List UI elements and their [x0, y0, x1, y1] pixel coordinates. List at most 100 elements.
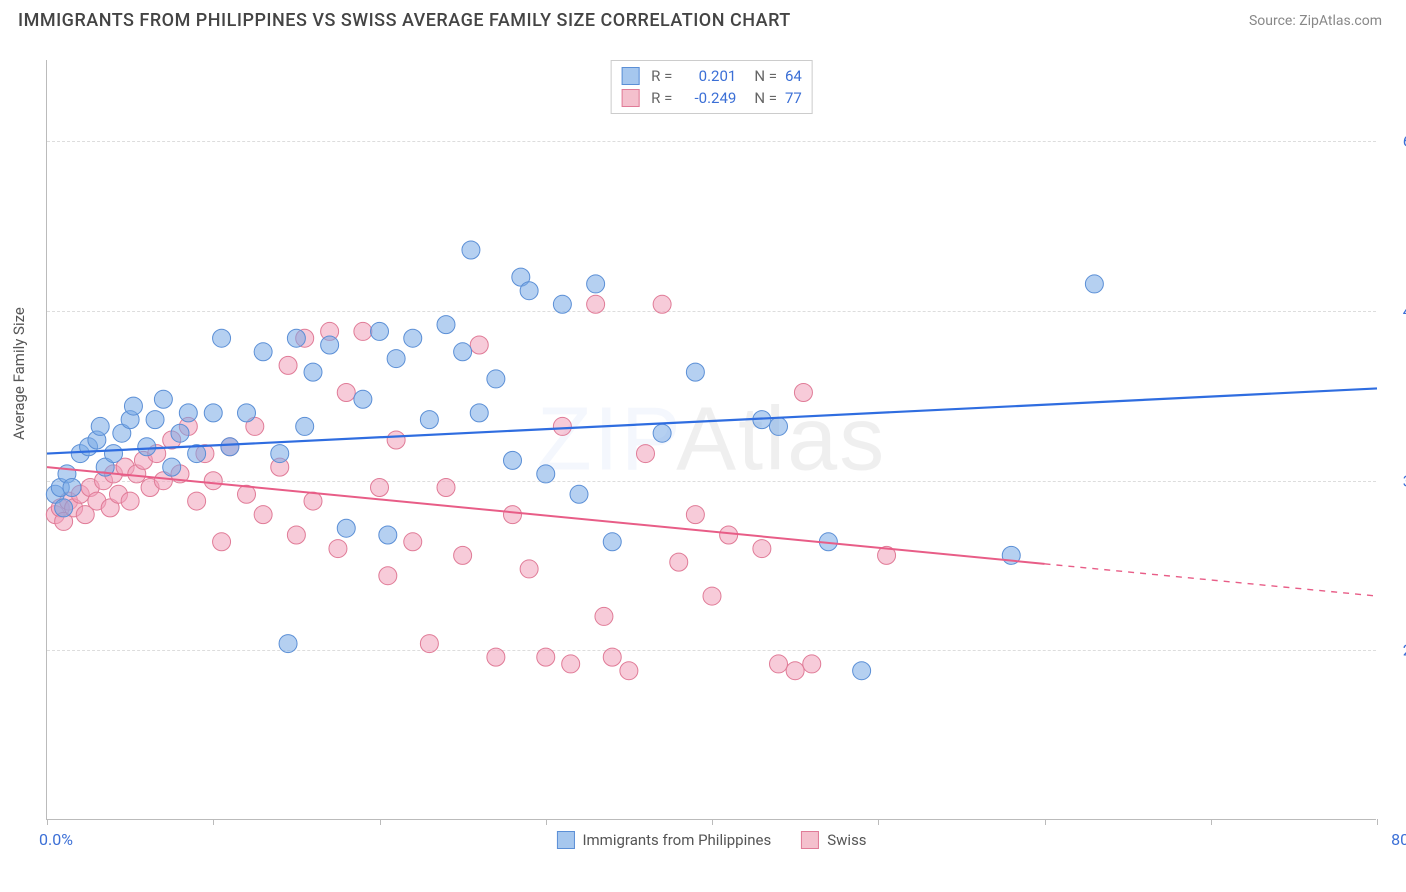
scatter-point — [470, 404, 488, 422]
scatter-point — [188, 492, 206, 510]
scatter-point — [553, 295, 571, 313]
scatter-point — [487, 370, 505, 388]
scatter-point — [603, 648, 621, 666]
scatter-point — [105, 445, 123, 463]
scatter-point — [462, 241, 480, 259]
scatter-point — [138, 438, 156, 456]
legend-swatch — [801, 831, 819, 849]
scatter-point — [238, 404, 256, 422]
scatter-point — [213, 329, 231, 347]
scatter-point — [63, 479, 81, 497]
scatter-point — [454, 343, 472, 361]
scatter-point — [470, 336, 488, 354]
scatter-point — [653, 295, 671, 313]
scatter-point — [204, 472, 222, 490]
scatter-point — [204, 404, 222, 422]
scatter-point — [337, 519, 355, 537]
scatter-point — [686, 363, 704, 381]
scatter-point — [420, 635, 438, 653]
scatter-point — [587, 295, 605, 313]
legend-correlation-row: R =-0.249N =77 — [621, 87, 802, 109]
scatter-point — [304, 492, 322, 510]
scatter-point — [504, 506, 522, 524]
chart-title: IMMIGRANTS FROM PHILIPPINES VS SWISS AVE… — [18, 10, 791, 31]
scatter-point — [537, 465, 555, 483]
legend-series-label: Swiss — [827, 831, 866, 849]
legend-swatch — [621, 89, 639, 107]
scatter-point — [537, 648, 555, 666]
legend-r-value: -0.249 — [680, 87, 736, 109]
legend-series: Immigrants from Philippines Swiss — [556, 831, 866, 849]
y-axis-label: Average Family Size — [10, 307, 28, 440]
scatter-point — [437, 479, 455, 497]
legend-swatch — [621, 67, 639, 85]
scatter-point — [254, 343, 272, 361]
scatter-point — [221, 438, 239, 456]
chart-plot-area: ZIPAtlas 2.253.504.756.00 0.0% 80.0% R =… — [46, 60, 1376, 820]
scatter-point — [287, 329, 305, 347]
scatter-point — [304, 363, 322, 381]
scatter-point — [371, 322, 389, 340]
scatter-point — [379, 567, 397, 585]
x-tick — [380, 819, 381, 825]
legend-series-item: Immigrants from Philippines — [556, 831, 771, 849]
scatter-point — [404, 533, 422, 551]
legend-n-value: 64 — [785, 65, 802, 87]
scatter-point — [595, 607, 613, 625]
scatter-point — [296, 417, 314, 435]
scatter-point — [271, 445, 289, 463]
scatter-point — [437, 316, 455, 334]
trend-line-extrapolated — [1045, 564, 1378, 596]
scatter-point — [562, 655, 580, 673]
x-tick — [47, 819, 48, 825]
scatter-point — [329, 540, 347, 558]
scatter-point — [686, 506, 704, 524]
scatter-point — [770, 655, 788, 673]
scatter-point — [786, 662, 804, 680]
scatter-point — [354, 390, 372, 408]
legend-r-value: 0.201 — [680, 65, 736, 87]
x-tick — [546, 819, 547, 825]
scatter-point — [520, 282, 538, 300]
scatter-point — [653, 424, 671, 442]
scatter-point — [853, 662, 871, 680]
legend-swatch — [556, 831, 574, 849]
scatter-svg — [47, 60, 1376, 819]
scatter-point — [163, 458, 181, 476]
scatter-point — [279, 635, 297, 653]
chart-header: IMMIGRANTS FROM PHILIPPINES VS SWISS AVE… — [0, 0, 1406, 35]
legend-correlation-box: R =0.201N =64R =-0.249N =77 — [610, 60, 813, 114]
scatter-point — [570, 485, 588, 503]
scatter-point — [91, 417, 109, 435]
legend-n-value: 77 — [785, 87, 802, 109]
scatter-point — [387, 350, 405, 368]
source-link[interactable]: ZipAtlas.com — [1299, 13, 1382, 29]
scatter-point — [146, 411, 164, 429]
scatter-point — [637, 445, 655, 463]
scatter-point — [587, 275, 605, 293]
legend-series-label: Immigrants from Philippines — [582, 831, 771, 849]
legend-series-item: Swiss — [801, 831, 866, 849]
scatter-point — [753, 540, 771, 558]
scatter-point — [55, 499, 73, 517]
scatter-point — [504, 451, 522, 469]
scatter-point — [371, 479, 389, 497]
scatter-point — [803, 655, 821, 673]
scatter-point — [1085, 275, 1103, 293]
x-tick — [213, 819, 214, 825]
scatter-point — [254, 506, 272, 524]
scatter-point — [337, 384, 355, 402]
x-tick — [1211, 819, 1212, 825]
scatter-point — [770, 417, 788, 435]
scatter-point — [321, 336, 339, 354]
x-tick — [1045, 819, 1046, 825]
scatter-point — [553, 417, 571, 435]
scatter-point — [279, 356, 297, 374]
scatter-point — [420, 411, 438, 429]
scatter-point — [387, 431, 405, 449]
scatter-point — [670, 553, 688, 571]
legend-correlation-row: R =0.201N =64 — [621, 65, 802, 87]
x-tick — [878, 819, 879, 825]
scatter-point — [454, 546, 472, 564]
scatter-point — [154, 390, 172, 408]
